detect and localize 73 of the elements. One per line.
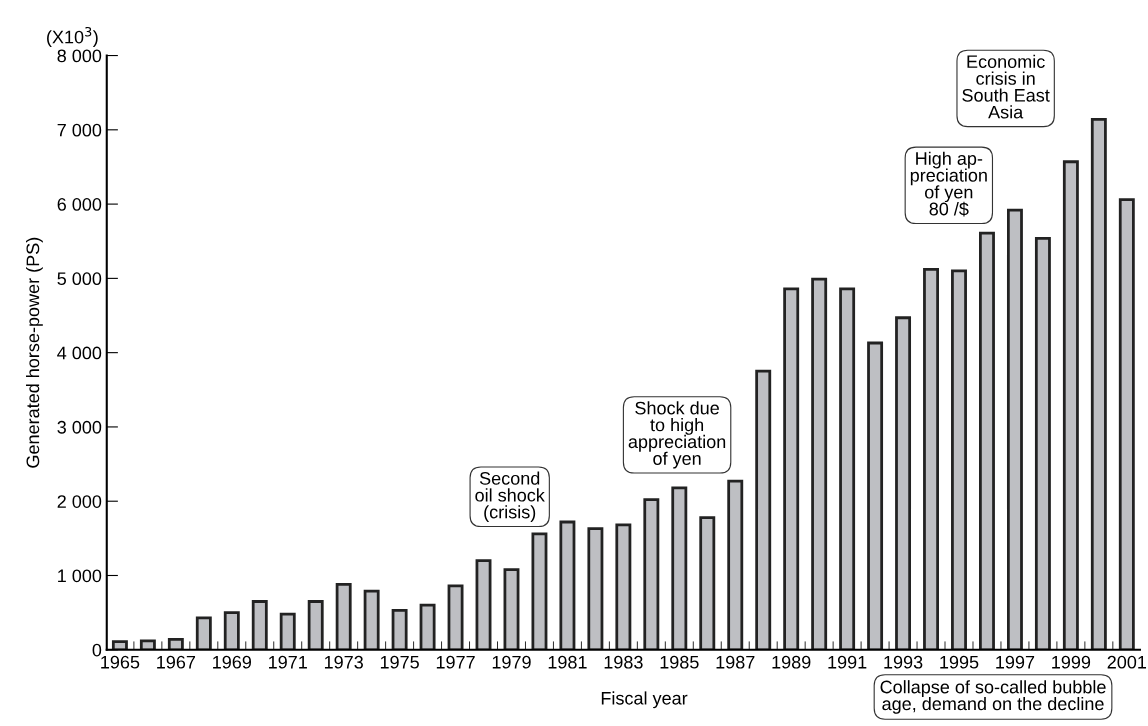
bar: [1118, 198, 1135, 650]
y-tick-label: 5 000: [57, 272, 102, 286]
bar: [755, 369, 772, 650]
bar: [531, 532, 548, 650]
x-tick-label: 1965: [101, 655, 140, 669]
y-tick-label: 1 000: [58, 569, 102, 583]
bar: [727, 479, 744, 650]
bar: [615, 523, 632, 650]
x-tick-label: 1979: [492, 655, 531, 669]
bar: [839, 287, 856, 650]
x-tick-label: 1967: [157, 655, 196, 669]
bar: [503, 568, 520, 650]
bar: [419, 603, 436, 650]
x-axis-title: Fiscal year: [601, 691, 688, 709]
x-tick-label: 1971: [269, 655, 307, 669]
text: (X10$^{3}$): [47, 26, 98, 47]
y-tick-label: 2 000: [57, 495, 102, 508]
annotation: Economic crisis in South East Asia: [962, 54, 1050, 119]
y-tick-label: 7 000: [57, 123, 102, 137]
annotation: Second oil shock (crisis): [475, 471, 545, 522]
bar: [223, 611, 240, 650]
x-tick-label: 1987: [716, 655, 755, 669]
x-tick-label: 1973: [324, 655, 363, 669]
bar: [447, 584, 464, 650]
bar: [1062, 160, 1079, 650]
y-tick-label: 3 000: [57, 420, 102, 434]
x-tick-label: 1991: [828, 655, 867, 669]
x-tick-label: 1981: [548, 655, 587, 669]
bar: [979, 231, 995, 650]
x-tick-label: 2001: [1107, 655, 1147, 669]
x-tick-label: 1989: [772, 655, 811, 669]
x-tick-label: 1977: [436, 655, 475, 669]
annotation: Shock due to high appreciation of yen: [628, 401, 726, 469]
bar: [1090, 118, 1107, 650]
bar: [783, 287, 800, 650]
bar: [475, 559, 492, 650]
bar: [643, 498, 660, 650]
bar: [1006, 208, 1023, 650]
bar: [699, 516, 716, 650]
y-tick-label: 4 000: [57, 346, 102, 360]
y-axis-title: Generated horse-power (PS): [26, 237, 43, 468]
text: Collapse of so-called bubble age, demand on the decline: [880, 680, 1106, 714]
annotation: High ap- preciation of yen 80 /$: [910, 151, 987, 217]
x-tick-label: 1997: [996, 655, 1035, 669]
bar: [251, 600, 268, 650]
y-tick-label: 0: [92, 643, 102, 657]
bar: [811, 277, 828, 650]
bar: [923, 268, 939, 650]
bar: [363, 589, 380, 650]
bar: [1034, 236, 1051, 650]
x-tick-label: 1969: [213, 655, 252, 669]
x-tick-label: 1993: [884, 655, 923, 669]
x-tick-label: 1983: [604, 655, 643, 669]
bar: [167, 637, 184, 650]
bar: [279, 612, 296, 650]
y-tick-label: 6 000: [57, 198, 102, 211]
x-tick-label: 1995: [940, 655, 979, 669]
bar: [391, 609, 408, 650]
bar: [587, 527, 604, 650]
bar: [671, 486, 688, 650]
bar: [895, 316, 912, 650]
x-tick-label: 1985: [660, 655, 699, 669]
bar: [951, 269, 967, 650]
x-tick-label: 1999: [1052, 655, 1091, 669]
bar: [195, 616, 212, 650]
bar: [559, 520, 576, 650]
bar: [307, 600, 324, 650]
bar: [111, 640, 128, 650]
bar: [867, 341, 884, 650]
bar: [335, 583, 352, 650]
bar: [139, 639, 156, 650]
y-tick-label: 8 000: [57, 49, 102, 63]
x-tick-label: 1975: [380, 655, 419, 669]
